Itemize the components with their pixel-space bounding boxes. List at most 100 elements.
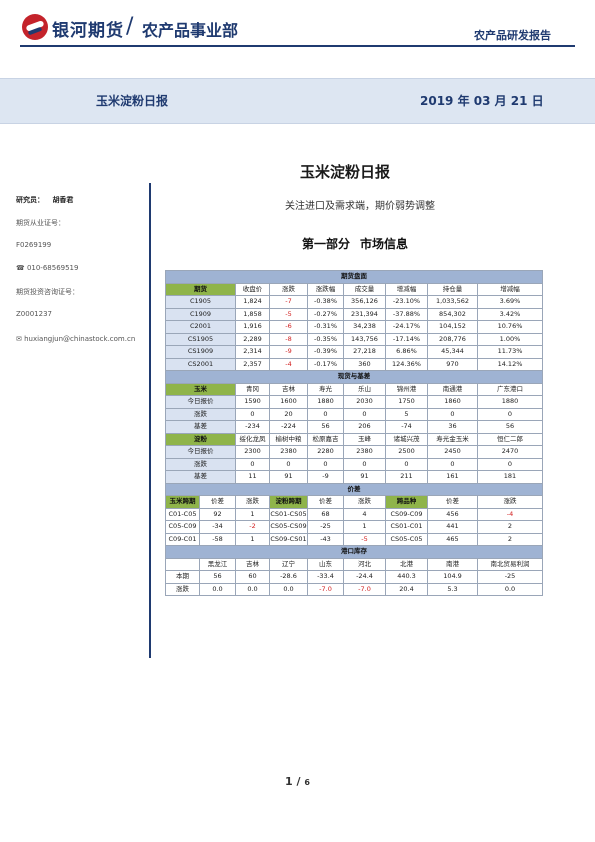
table-cell: 34,238 <box>343 320 386 334</box>
table-cell: 2380 <box>269 445 308 459</box>
table-cell: 20 <box>269 407 308 421</box>
column-header: 涨跌 <box>477 495 543 509</box>
table-cell: -43 <box>307 532 344 546</box>
table-cell: 11.73% <box>477 345 543 359</box>
table-cell: 161 <box>427 470 478 484</box>
section-number: 第一部分 <box>302 237 351 251</box>
table-cell: 0 <box>343 457 386 471</box>
table-cell: 0.0 <box>477 582 543 596</box>
license-number: F0269199 <box>16 241 52 249</box>
row-label: C2001 <box>165 320 236 334</box>
table-cell: 2280 <box>307 445 344 459</box>
column-header <box>165 557 200 571</box>
table-cell: 0 <box>343 407 386 421</box>
column-header: 增减幅 <box>385 282 428 296</box>
table-cell: 0 <box>269 457 308 471</box>
table-cell: 92 <box>199 507 236 521</box>
table-cell: -7.0 <box>343 582 386 596</box>
table-cell: 1,858 <box>235 307 270 321</box>
row-label: CS2001 <box>165 357 236 371</box>
report-date: 2019 年 03 月 21 日 <box>420 94 544 108</box>
table-cell: C05-C09 <box>165 520 200 534</box>
futures-header-row: 期货 收盘价 涨跌 涨跌幅 成交量 增减幅 持仓量 增减幅 <box>165 282 543 296</box>
table-cell: 1,033,562 <box>427 295 478 309</box>
column-header: 广东港口 <box>477 382 543 396</box>
corn-header-row: 玉米 青冈 吉林 寿光 乐山 锦州港 南通港 广东港口 <box>165 382 543 396</box>
table-cell: 1,916 <box>235 320 270 334</box>
column-header: 涨跌幅 <box>307 282 344 296</box>
table-cell: 456 <box>427 507 478 521</box>
column-header: 锦州港 <box>385 382 428 396</box>
email-address[interactable]: ✉ huxiangjun@chinastock.com.cn <box>16 335 136 343</box>
table-cell: 3.69% <box>477 295 543 309</box>
table-cell: 3.42% <box>477 307 543 321</box>
table-cell: -9 <box>307 470 344 484</box>
table-cell: -224 <box>269 420 308 434</box>
table-cell: -24.4 <box>343 570 386 584</box>
spot-section-row: 现货与基差 <box>165 370 543 384</box>
table-cell: -6 <box>269 320 308 334</box>
table-cell: 143,756 <box>343 332 386 346</box>
column-header: 南港 <box>427 557 478 571</box>
table-cell: 2,314 <box>235 345 270 359</box>
table-cell: CS05-C05 <box>385 532 428 546</box>
table-cell: 27,218 <box>343 345 386 359</box>
row-label: 基差 <box>165 420 236 434</box>
page-number: 1 / 6 <box>285 775 310 788</box>
researcher-name: 胡香君 <box>52 196 74 204</box>
column-header: 青冈 <box>235 382 270 396</box>
row-label: C1909 <box>165 307 236 321</box>
table-cell: -34 <box>199 520 236 534</box>
table-cell: 1880 <box>307 395 344 409</box>
starch-spot-row: 涨跌 0 0 0 0 0 0 0 <box>165 457 543 471</box>
table-cell: 1 <box>235 532 270 546</box>
column-header: 涨跌 <box>235 495 270 509</box>
researcher-line: 研究员： 胡香君 <box>16 195 73 205</box>
table-cell: 2030 <box>343 395 386 409</box>
column-header: 辽宁 <box>269 557 308 571</box>
column-header: 绥化龙凤 <box>235 432 270 446</box>
table-cell: C01-C05 <box>165 507 200 521</box>
section-header: 价差 <box>165 482 543 496</box>
column-header: 寿光 <box>307 382 344 396</box>
table-cell: 208,776 <box>427 332 478 346</box>
table-cell: 360 <box>343 357 386 371</box>
table-cell: 441 <box>427 520 478 534</box>
column-header: 榆树中粮 <box>269 432 308 446</box>
row-label: 今日报价 <box>165 395 236 409</box>
table-cell: -5 <box>269 307 308 321</box>
table-cell: -0.27% <box>307 307 344 321</box>
starch-spot-row: 基差 11 91 -9 91 211 161 181 <box>165 470 543 484</box>
column-header: 诸城兴茂 <box>385 432 428 446</box>
advisory-number: Z0001237 <box>16 310 52 318</box>
table-cell: 20.4 <box>385 582 428 596</box>
table-cell: 14.12% <box>477 357 543 371</box>
license-label: 期货从业证号： <box>16 219 65 227</box>
row-label: 今日报价 <box>165 445 236 459</box>
starch-spot-row: 今日报价 2300 2380 2280 2380 2500 2450 2470 <box>165 445 543 459</box>
table-cell: 124.36% <box>385 357 428 371</box>
table-cell: 56 <box>307 420 344 434</box>
table-cell: 5.3 <box>427 582 478 596</box>
table-cell: 970 <box>427 357 478 371</box>
table-cell: 60 <box>235 570 270 584</box>
table-cell: -4 <box>477 507 543 521</box>
table-cell: 11 <box>235 470 270 484</box>
table-cell: CS01-C01 <box>385 520 428 534</box>
table-cell: -28.6 <box>269 570 308 584</box>
table-cell: 1750 <box>385 395 428 409</box>
table-cell: CS05-CS09 <box>269 520 308 534</box>
corn-spot-row: 基差 -234 -224 56 206 -74 36 56 <box>165 420 543 434</box>
row-label: 涨跌 <box>165 407 236 421</box>
futures-row: C2001 1,916 -6 -0.31% 34,238 -24.17% 104,152 10… <box>165 320 543 334</box>
corn-spot-row: 涨跌 0 20 0 0 5 0 0 <box>165 407 543 421</box>
column-header: 持仓量 <box>427 282 478 296</box>
column-header: 山东 <box>307 557 344 571</box>
researcher-label: 研究员： <box>16 196 44 204</box>
table-cell: 0 <box>385 457 428 471</box>
section-header: 期货盘面 <box>165 270 543 284</box>
table-cell: 854,302 <box>427 307 478 321</box>
market-data-table: 期货盘面 期货 收盘价 涨跌 涨跌幅 成交量 增减幅 持仓量 增减幅 C1905 1,824 -7 -0… <box>165 270 543 596</box>
advisory-label: 期货投资咨询证号： <box>16 288 79 296</box>
column-header: 收盘价 <box>235 282 270 296</box>
